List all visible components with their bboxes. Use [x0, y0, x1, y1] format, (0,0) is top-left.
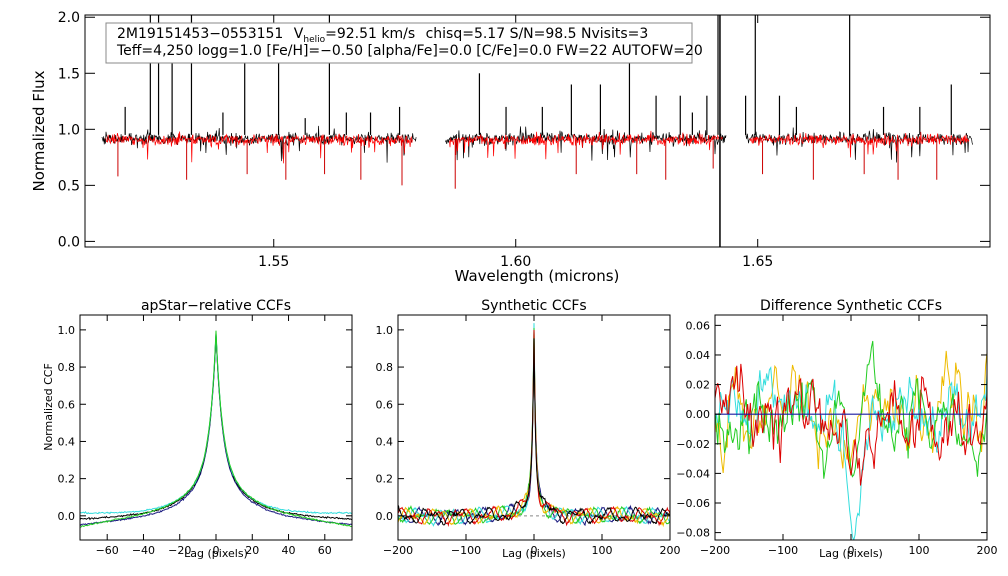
- apstar-ccf-frame: [79, 314, 353, 541]
- x-tick-label: 100: [592, 544, 613, 557]
- apstar-ccf-series-3: [80, 330, 352, 528]
- y-tick-label: 0.6: [58, 398, 76, 411]
- y-tick-label: 0.06: [686, 319, 711, 332]
- apstar-ccf-series-2: [80, 333, 352, 515]
- info-line-2: Teff=4,250 logg=1.0 [Fe/H]=−0.50 [alpha/…: [116, 43, 703, 59]
- y-tick-label: −0.02: [676, 438, 710, 451]
- difference-ccf-series-1: [715, 366, 987, 540]
- synthetic-ccf-series-5: [398, 338, 670, 526]
- spectrum-ylabel: Normalized Flux: [30, 70, 48, 191]
- apstar-ccf-ylabel: Normalized CCF: [42, 363, 55, 451]
- spectrum-series-0: [101, 125, 974, 163]
- difference-ccf-series-2: [715, 340, 987, 479]
- synthetic-ccf-xlabel: Lag (pixels): [502, 547, 566, 560]
- difference-ccf-xlabel: Lag (pixels): [819, 547, 883, 560]
- y-tick-label: 0.2: [58, 473, 76, 486]
- apstar-ccf-plot-area: [80, 330, 352, 528]
- vhelio-value: =92.51 km/s: [325, 26, 415, 42]
- synthetic-ccf-panel: Synthetic CCFs −200 −100 0 100 200 0.0 0.2 0.4 0…: [376, 298, 681, 560]
- apstar-ccf-title: apStar−relative CCFs: [141, 298, 291, 314]
- difference-ccf-series-3: [715, 363, 987, 486]
- x-tick-label: 0: [848, 544, 855, 557]
- x-tick-label: 1.65: [742, 254, 773, 270]
- apstar-ccf-ticks: −60 −40 −20 0 20 40 60 0.0 0.2 0.4 0.6 0.8 1.0: [58, 315, 352, 557]
- x-tick-label: 60: [318, 544, 332, 557]
- difference-ccf-panel: Difference Synthetic CCFs −200 −100 0 100 20…: [676, 298, 997, 560]
- synthetic-ccf-title: Synthetic CCFs: [481, 298, 586, 314]
- x-tick-label: 20: [245, 544, 259, 557]
- apstar-ccf-panel: apStar−relative CCFs −60 −40 −20 0 20 40 60 0.0…: [42, 298, 353, 560]
- x-tick-label: −100: [451, 544, 481, 557]
- y-tick-label: 0.0: [58, 234, 80, 250]
- y-tick-label: −0.08: [676, 527, 710, 540]
- x-tick-label: 0: [531, 544, 538, 557]
- y-tick-label: 0.0: [376, 510, 394, 523]
- x-tick-label: 1.60: [500, 254, 531, 270]
- info-line-1: 2M19151453−0553151 Vhelio=92.51 km/s chi…: [117, 26, 648, 45]
- x-tick-label: 40: [282, 544, 296, 557]
- x-tick-label: −200: [383, 544, 413, 557]
- apstar-ccf-series-0: [80, 335, 352, 526]
- synthetic-ccf-ticks: −200 −100 0 100 200 0.0 0.2 0.4 0.6 0.8 1.0: [376, 315, 681, 557]
- y-tick-label: 1.5: [58, 66, 80, 82]
- x-tick-label: −20: [168, 544, 191, 557]
- difference-ccf-title: Difference Synthetic CCFs: [760, 298, 942, 314]
- x-tick-label: 0: [213, 544, 220, 557]
- y-tick-label: 0.2: [376, 473, 394, 486]
- y-tick-label: 0.5: [58, 178, 80, 194]
- apstar-ccf-xlabel: Lag (pixels): [184, 547, 248, 560]
- x-tick-label: 100: [909, 544, 930, 557]
- y-tick-label: 0.8: [376, 361, 394, 374]
- apstar-ccf-series-1: [80, 333, 352, 521]
- y-tick-label: −0.04: [676, 467, 710, 480]
- x-tick-label: −100: [768, 544, 798, 557]
- spectrum-panel: 1.55 1.60 1.65 0.0 0.5 1.0 1.5 2.0 Normalized F…: [30, 10, 991, 285]
- spectrum-frame: [84, 14, 991, 248]
- x-tick-label: −200: [700, 544, 730, 557]
- y-tick-label: 0.6: [376, 398, 394, 411]
- y-tick-label: 1.0: [58, 324, 76, 337]
- y-tick-label: 0.4: [376, 435, 394, 448]
- info-box-frame: [105, 22, 693, 64]
- star-name: 2M19151453−0553151: [117, 26, 283, 42]
- x-tick-label: 1.55: [258, 254, 289, 270]
- info-stats: chisq=5.17 S/N=98.5 Nvisits=3: [426, 26, 649, 42]
- difference-ccf-ticks: −200 −100 0 100 200 −0.08 −0.06 −0.04 −0.02 0.00 0…: [676, 315, 998, 557]
- y-tick-label: 0.4: [58, 435, 76, 448]
- y-tick-label: 0.0: [58, 510, 76, 523]
- synthetic-ccf-plot-area: [398, 323, 670, 528]
- difference-ccf-series-0: [715, 350, 987, 474]
- x-tick-label: 200: [660, 544, 681, 557]
- difference-ccf-plot-area: [715, 340, 987, 540]
- y-tick-label: 0.00: [686, 408, 711, 421]
- vhelio-prefix: V: [294, 26, 304, 42]
- x-tick-label: 200: [977, 544, 998, 557]
- x-tick-label: −40: [132, 544, 155, 557]
- y-tick-label: 0.02: [686, 379, 711, 392]
- spectrum-xlabel: Wavelength (microns): [455, 267, 620, 285]
- x-tick-label: −60: [96, 544, 119, 557]
- y-tick-label: 1.0: [58, 122, 80, 138]
- spectrum-ticks: 1.55 1.60 1.65 0.0 0.5 1.0 1.5 2.0: [58, 10, 990, 270]
- y-tick-label: −0.06: [676, 497, 710, 510]
- spectrum-plot-area: [101, 15, 974, 247]
- y-tick-label: 1.0: [376, 324, 394, 337]
- y-tick-label: 0.04: [686, 349, 711, 362]
- y-tick-label: 0.8: [58, 361, 76, 374]
- y-tick-label: 2.0: [58, 10, 80, 26]
- spectrum-info-box: 2M19151453−0553151 Vhelio=92.51 km/s chi…: [105, 22, 703, 64]
- vhelio-subscript: helio: [303, 35, 325, 45]
